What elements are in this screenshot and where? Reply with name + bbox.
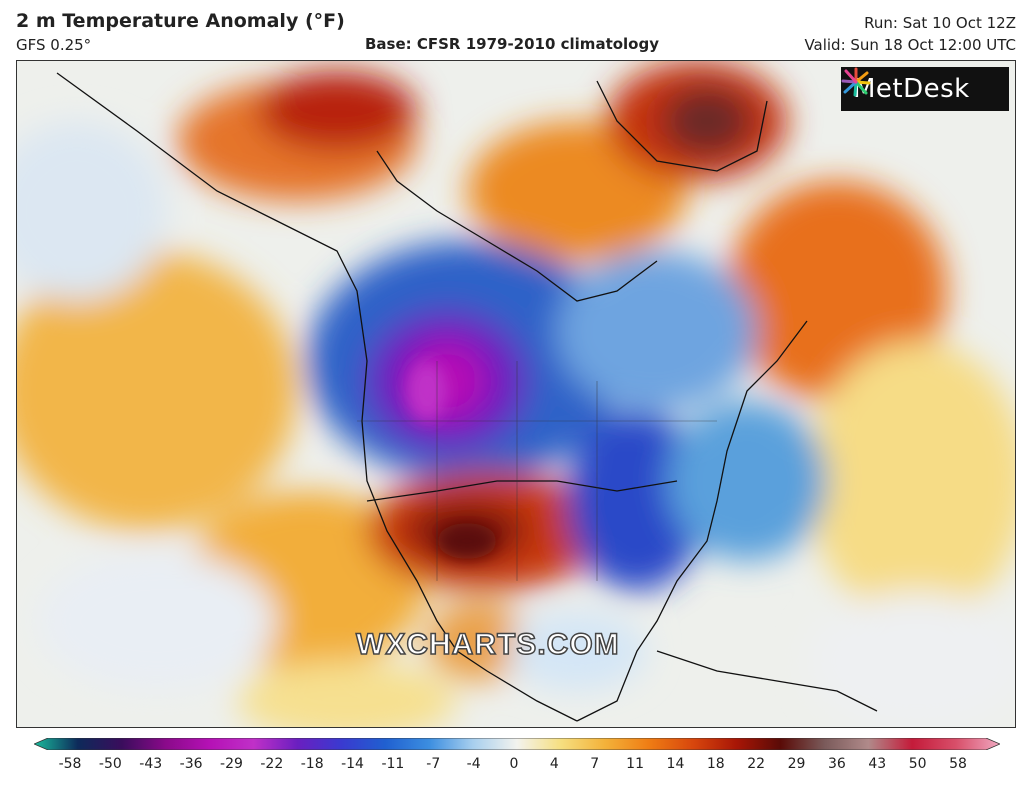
colorbar-tick-label: 29 — [787, 756, 806, 772]
logo-text: MetDesk — [853, 74, 970, 104]
colorbar-tick-label: 50 — [908, 756, 927, 772]
colorbar-tick-label: 7 — [590, 756, 600, 772]
map-title: 2 m Temperature Anomaly (°F) — [16, 10, 345, 32]
colorbar — [34, 738, 1000, 750]
metdesk-burst-icon — [841, 67, 871, 97]
colorbar-ticks: -58 -50 -43 -36 -29 -22 -18 -14 -11 -7 -4 0 4 7 11 14 18… — [0, 756, 1024, 776]
map-field — [17, 61, 1015, 727]
colorbar-tick-label: -11 — [381, 756, 405, 772]
run-time-label: Run: Sat 10 Oct 12Z — [864, 14, 1016, 32]
colorbar-tick-label: -58 — [58, 756, 82, 772]
anomaly-map[interactable]: MetDesk — [16, 60, 1016, 728]
colorbar-tick-label: 43 — [868, 756, 887, 772]
header: 2 m Temperature Anomaly (°F) GFS 0.25° B… — [0, 0, 1024, 60]
colorbar-tick-label: -18 — [300, 756, 324, 772]
colorbar-tick-label: -29 — [220, 756, 243, 772]
colorbar-tick-label: -7 — [426, 756, 441, 772]
colorbar-tick-label: 58 — [949, 756, 967, 772]
colorbar-tick-label: 0 — [509, 756, 519, 772]
colorbar-tick-label: -14 — [341, 756, 364, 772]
colorbar-tick-label: 18 — [706, 756, 725, 772]
colorbar-tick-label: -43 — [139, 756, 163, 772]
colorbar-tick-label: 14 — [666, 756, 685, 772]
colorbar-tick-label: -36 — [179, 756, 203, 772]
base-climatology-label: Base: CFSR 1979-2010 climatology — [364, 35, 660, 53]
colorbar-tick-label: 4 — [549, 756, 559, 772]
colorbar-tick-label: 36 — [827, 756, 846, 772]
colorbar-tick-label: -4 — [466, 756, 481, 772]
colorbar-tick-label: 22 — [747, 756, 766, 772]
colorbar-tick-label: 11 — [626, 756, 644, 772]
colorbar-fill — [34, 738, 1000, 750]
colorbar-tick-label: -50 — [98, 756, 122, 772]
model-label: GFS 0.25° — [16, 36, 92, 54]
metdesk-logo: MetDesk — [841, 67, 1009, 111]
watermark: WXCHARTS.COM — [355, 627, 620, 662]
colorbar-tick-label: -22 — [260, 756, 284, 772]
valid-time-label: Valid: Sun 18 Oct 12:00 UTC — [804, 36, 1016, 54]
